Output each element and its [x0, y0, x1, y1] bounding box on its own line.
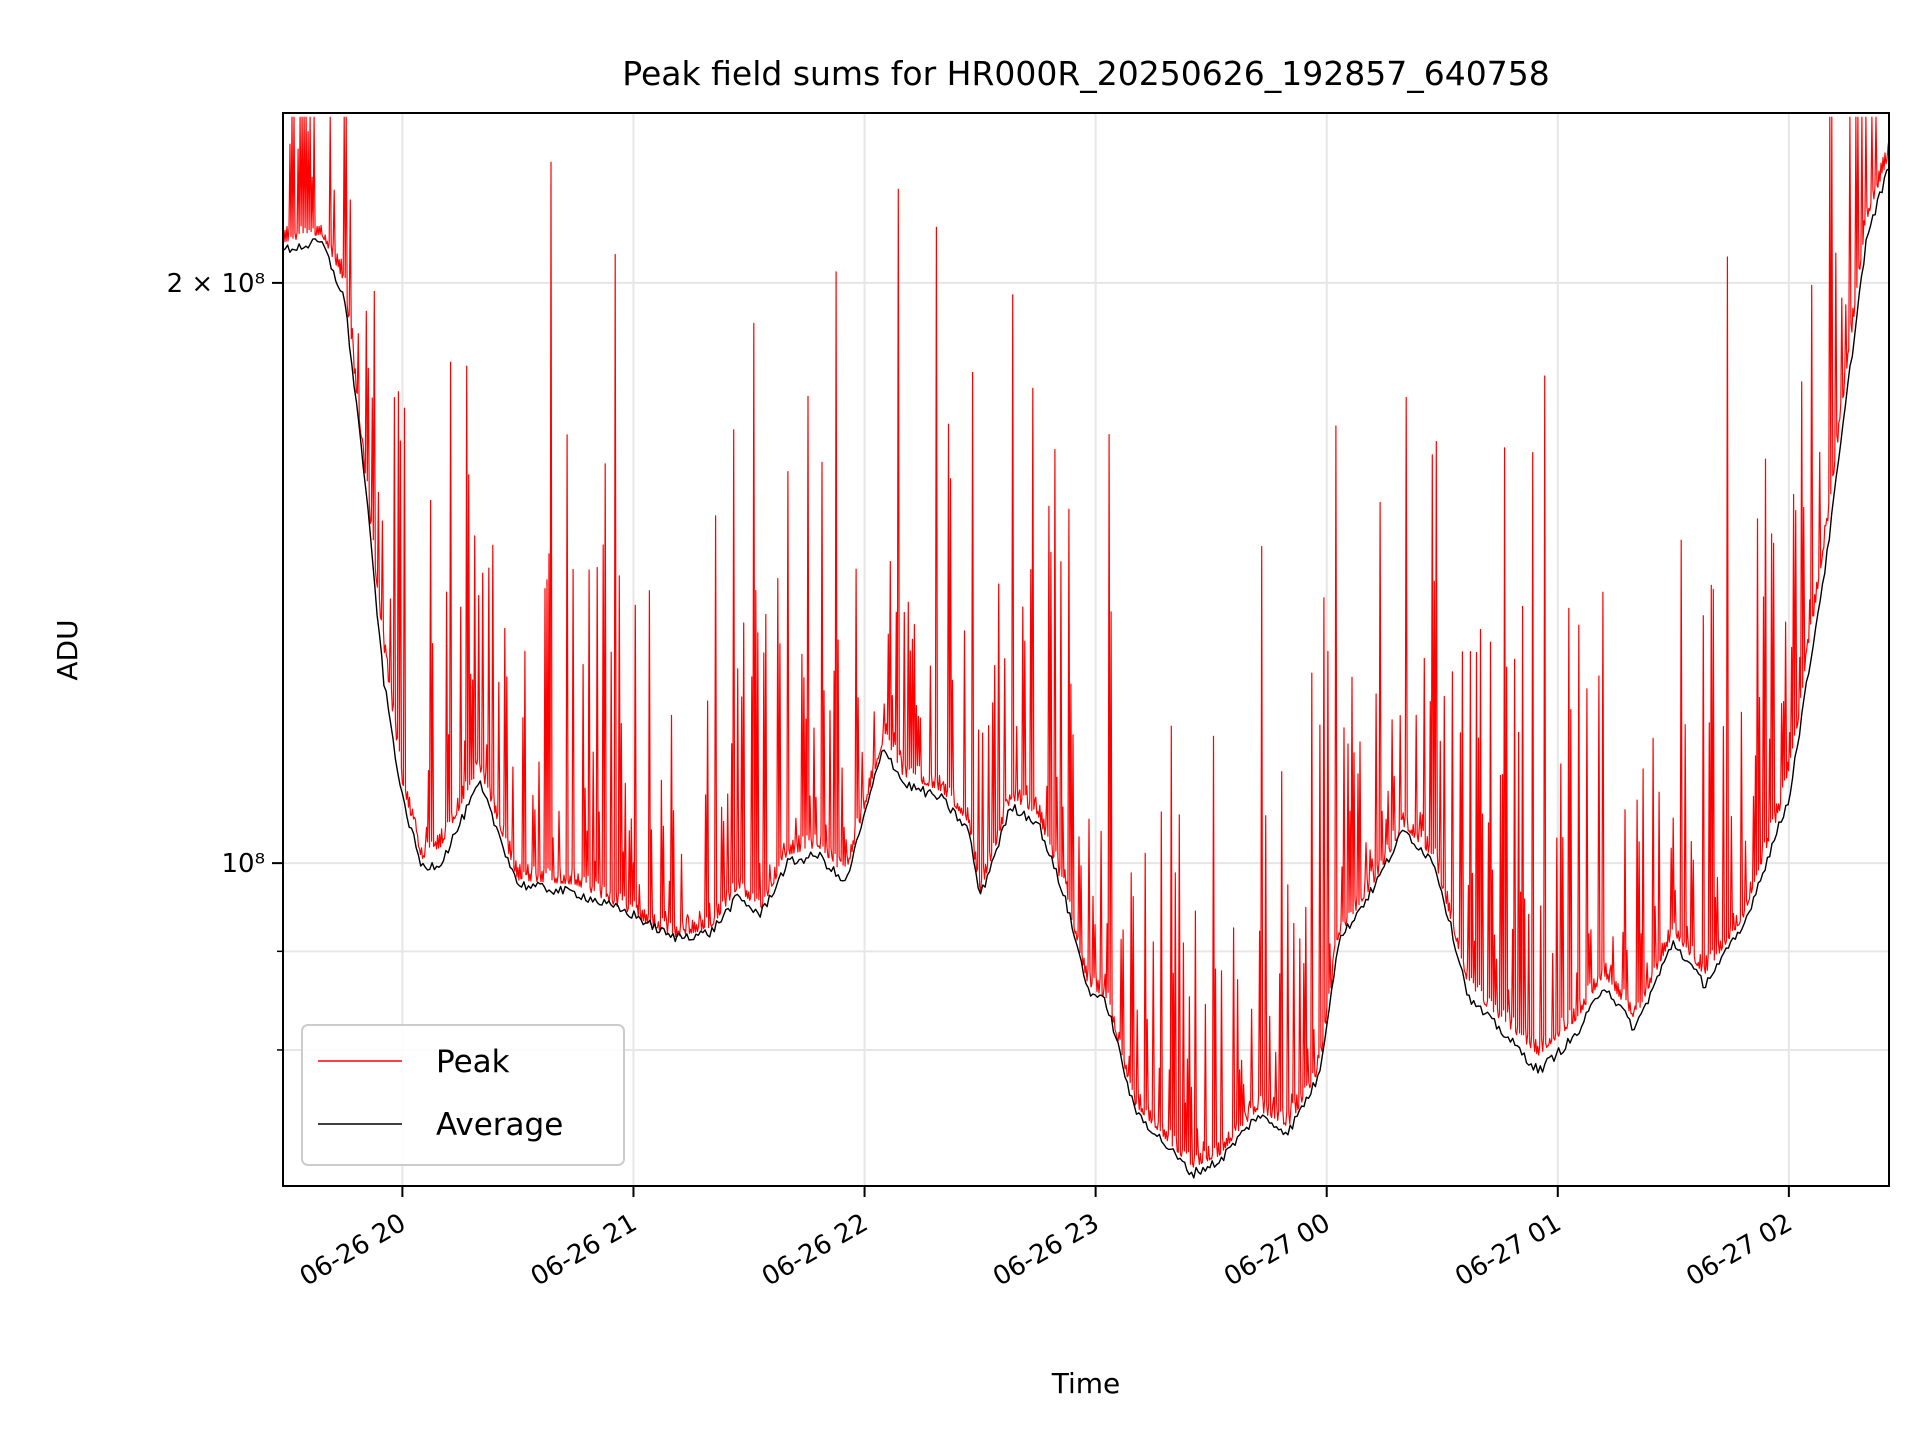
legend-label-peak: Peak	[436, 1044, 510, 1080]
series-layer	[282, 116, 1890, 1179]
series-line-average	[282, 168, 1890, 1179]
legend-box	[301, 1024, 625, 1166]
y-axis-label: ADU	[51, 619, 84, 680]
x-axis-label: Time	[1051, 1367, 1121, 1400]
plot-frame	[282, 112, 1890, 1187]
series-line-peak	[282, 116, 1890, 1168]
y-tick-label: 10⁸	[221, 849, 265, 879]
legend: Peak Average	[301, 1024, 625, 1166]
legend-label-average: Average	[436, 1107, 563, 1143]
chart-title: Peak field sums for HR000R_20250626_1928…	[622, 54, 1549, 93]
y-tick-label: 2 × 10⁸	[167, 269, 265, 299]
